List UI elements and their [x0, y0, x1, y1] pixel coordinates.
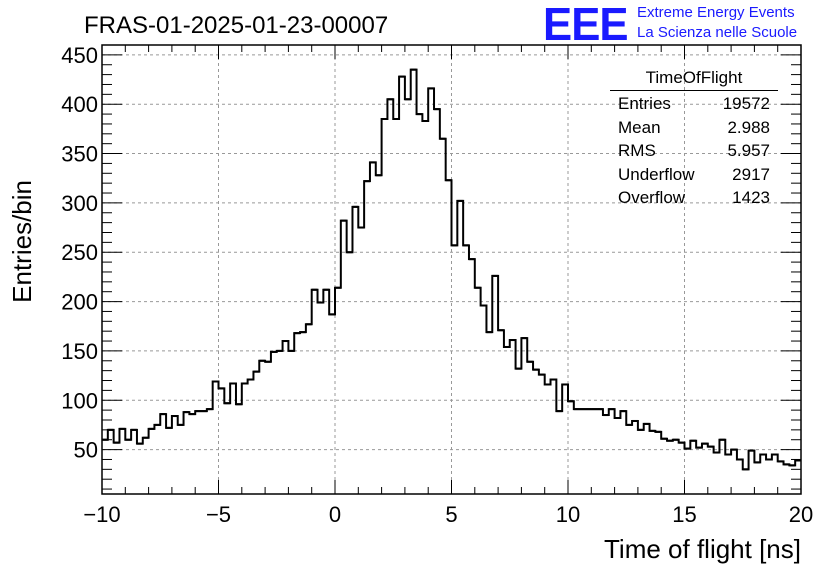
- x-tick-label: −5: [206, 502, 231, 527]
- y-tick-label: 450: [61, 43, 98, 68]
- y-tick-label: 350: [61, 142, 98, 167]
- stats-row-overflow: Overflow 1423: [610, 186, 778, 210]
- stats-title: TimeOfFlight: [610, 68, 778, 91]
- stats-value: 2917: [732, 164, 770, 184]
- x-axis-ticks: −10 −5 0 5 10 15 20: [83, 45, 813, 527]
- x-axis-label: Time of flight [ns]: [604, 534, 801, 564]
- chart-title: FRAS-01-2025-01-23-00007: [84, 12, 388, 39]
- histogram-outline: [102, 68, 801, 471]
- stats-label: RMS: [618, 141, 656, 160]
- x-tick-label: 5: [445, 502, 457, 527]
- x-tick-label: −10: [83, 502, 120, 527]
- eee-logo: EEE: [543, 0, 629, 50]
- x-tick-label: 15: [672, 502, 696, 527]
- stats-value: 19572: [722, 94, 770, 113]
- stats-row-mean: Mean 2.988: [610, 116, 778, 140]
- y-tick-label: 300: [61, 191, 98, 216]
- stats-label: Entries: [618, 94, 671, 113]
- stats-row-rms: RMS 5.957: [610, 139, 778, 163]
- y-axis-ticks: 50 100 150 200 250 300 350 400 450: [61, 43, 801, 463]
- y-tick-label: 250: [61, 240, 98, 265]
- y-tick-label: 50: [74, 438, 98, 463]
- minor-ticks: [102, 44, 801, 494]
- stats-label: Overflow: [618, 188, 686, 207]
- stats-value: 5.957: [727, 141, 770, 160]
- stats-row-entries: Entries 19572: [610, 92, 778, 116]
- stats-label: Underflow: [618, 164, 695, 184]
- x-tick-label: 0: [329, 502, 341, 527]
- x-tick-label: 20: [789, 502, 813, 527]
- y-tick-label: 400: [61, 92, 98, 117]
- logo-line-2: La Scienza nelle Scuole: [637, 24, 798, 41]
- logo-line-1: Extreme Energy Events: [637, 4, 795, 21]
- stats-value: 1423: [732, 188, 770, 207]
- stats-row-underflow: Underflow 2917: [610, 163, 778, 187]
- y-tick-label: 150: [61, 339, 98, 364]
- stats-value: 2.988: [727, 117, 770, 137]
- x-tick-label: 10: [556, 502, 580, 527]
- y-tick-label: 200: [61, 290, 98, 315]
- stats-box: TimeOfFlight Entries 19572 Mean 2.988 RM…: [610, 68, 778, 210]
- stats-label: Mean: [618, 117, 661, 137]
- y-tick-label: 100: [61, 388, 98, 413]
- y-axis-label: Entries/bin: [7, 180, 37, 303]
